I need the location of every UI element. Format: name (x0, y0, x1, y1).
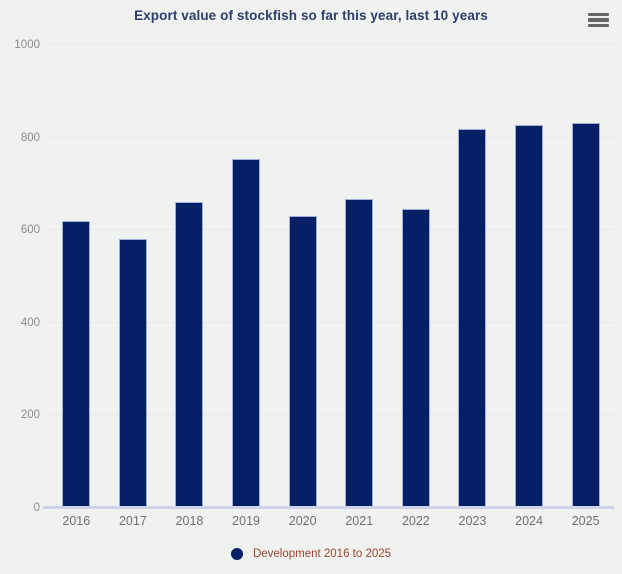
x-axis-label: 2017 (118, 514, 147, 528)
bar-2022[interactable] (401, 208, 430, 508)
gridline (48, 44, 614, 45)
bar-2024[interactable] (515, 124, 544, 508)
bar-slot (444, 45, 501, 508)
gridline (48, 229, 614, 231)
gridline (48, 321, 614, 323)
bar-2023[interactable] (458, 129, 487, 508)
y-axis-label: 800 (20, 131, 40, 144)
bar-2017[interactable] (118, 238, 147, 508)
bar-slot (501, 45, 558, 508)
bar-slot (388, 45, 445, 508)
bar-2016[interactable] (62, 220, 91, 508)
x-axis-label: 2020 (288, 514, 317, 528)
legend-marker-icon (230, 548, 243, 560)
legend-item[interactable]: Development 2016 to 2025 (0, 548, 622, 560)
x-axis-label: 2016 (62, 514, 91, 528)
x-axis-label: 2021 (345, 514, 374, 528)
gridline (48, 136, 614, 138)
bar-2020[interactable] (288, 216, 317, 508)
y-axis-label: 200 (20, 409, 40, 422)
x-axis-labels: 2016 2017 2018 2019 2020 2021 2022 2023 2024 2025 (48, 514, 614, 528)
x-axis-line (43, 506, 614, 509)
bar-slot (331, 45, 388, 508)
y-axis-label: 600 (20, 224, 40, 237)
bars (48, 45, 614, 508)
bar-slot (48, 45, 105, 508)
x-axis-label: 2022 (401, 514, 430, 528)
y-axis-label: 0 (33, 502, 40, 514)
bar-slot (274, 45, 331, 508)
x-axis-label: 2023 (458, 514, 487, 528)
x-axis-label: 2024 (515, 514, 543, 528)
bar-2025[interactable] (571, 123, 600, 508)
bar-2018[interactable] (175, 202, 204, 508)
plot-area: 0 200 400 600 800 1000 (14, 39, 614, 514)
bar-slot (161, 45, 218, 508)
hamburger-menu-icon (588, 10, 609, 30)
y-axis-label: 1000 (14, 39, 40, 51)
chart-title: Export value of stockfish so far this ye… (134, 8, 488, 23)
bar-2019[interactable] (232, 159, 261, 508)
bar-slot (557, 45, 614, 508)
bar-2021[interactable] (345, 199, 374, 508)
gridline (48, 414, 614, 416)
legend-label: Development 2016 to 2025 (252, 548, 392, 560)
x-axis-label: 2018 (175, 514, 204, 528)
y-axis-label: 400 (20, 316, 40, 329)
x-axis-label: 2025 (571, 514, 600, 528)
bar-slot (218, 45, 275, 508)
x-axis-label: 2019 (232, 514, 260, 528)
context-menu-button[interactable] (585, 9, 612, 31)
bar-slot (105, 45, 162, 508)
